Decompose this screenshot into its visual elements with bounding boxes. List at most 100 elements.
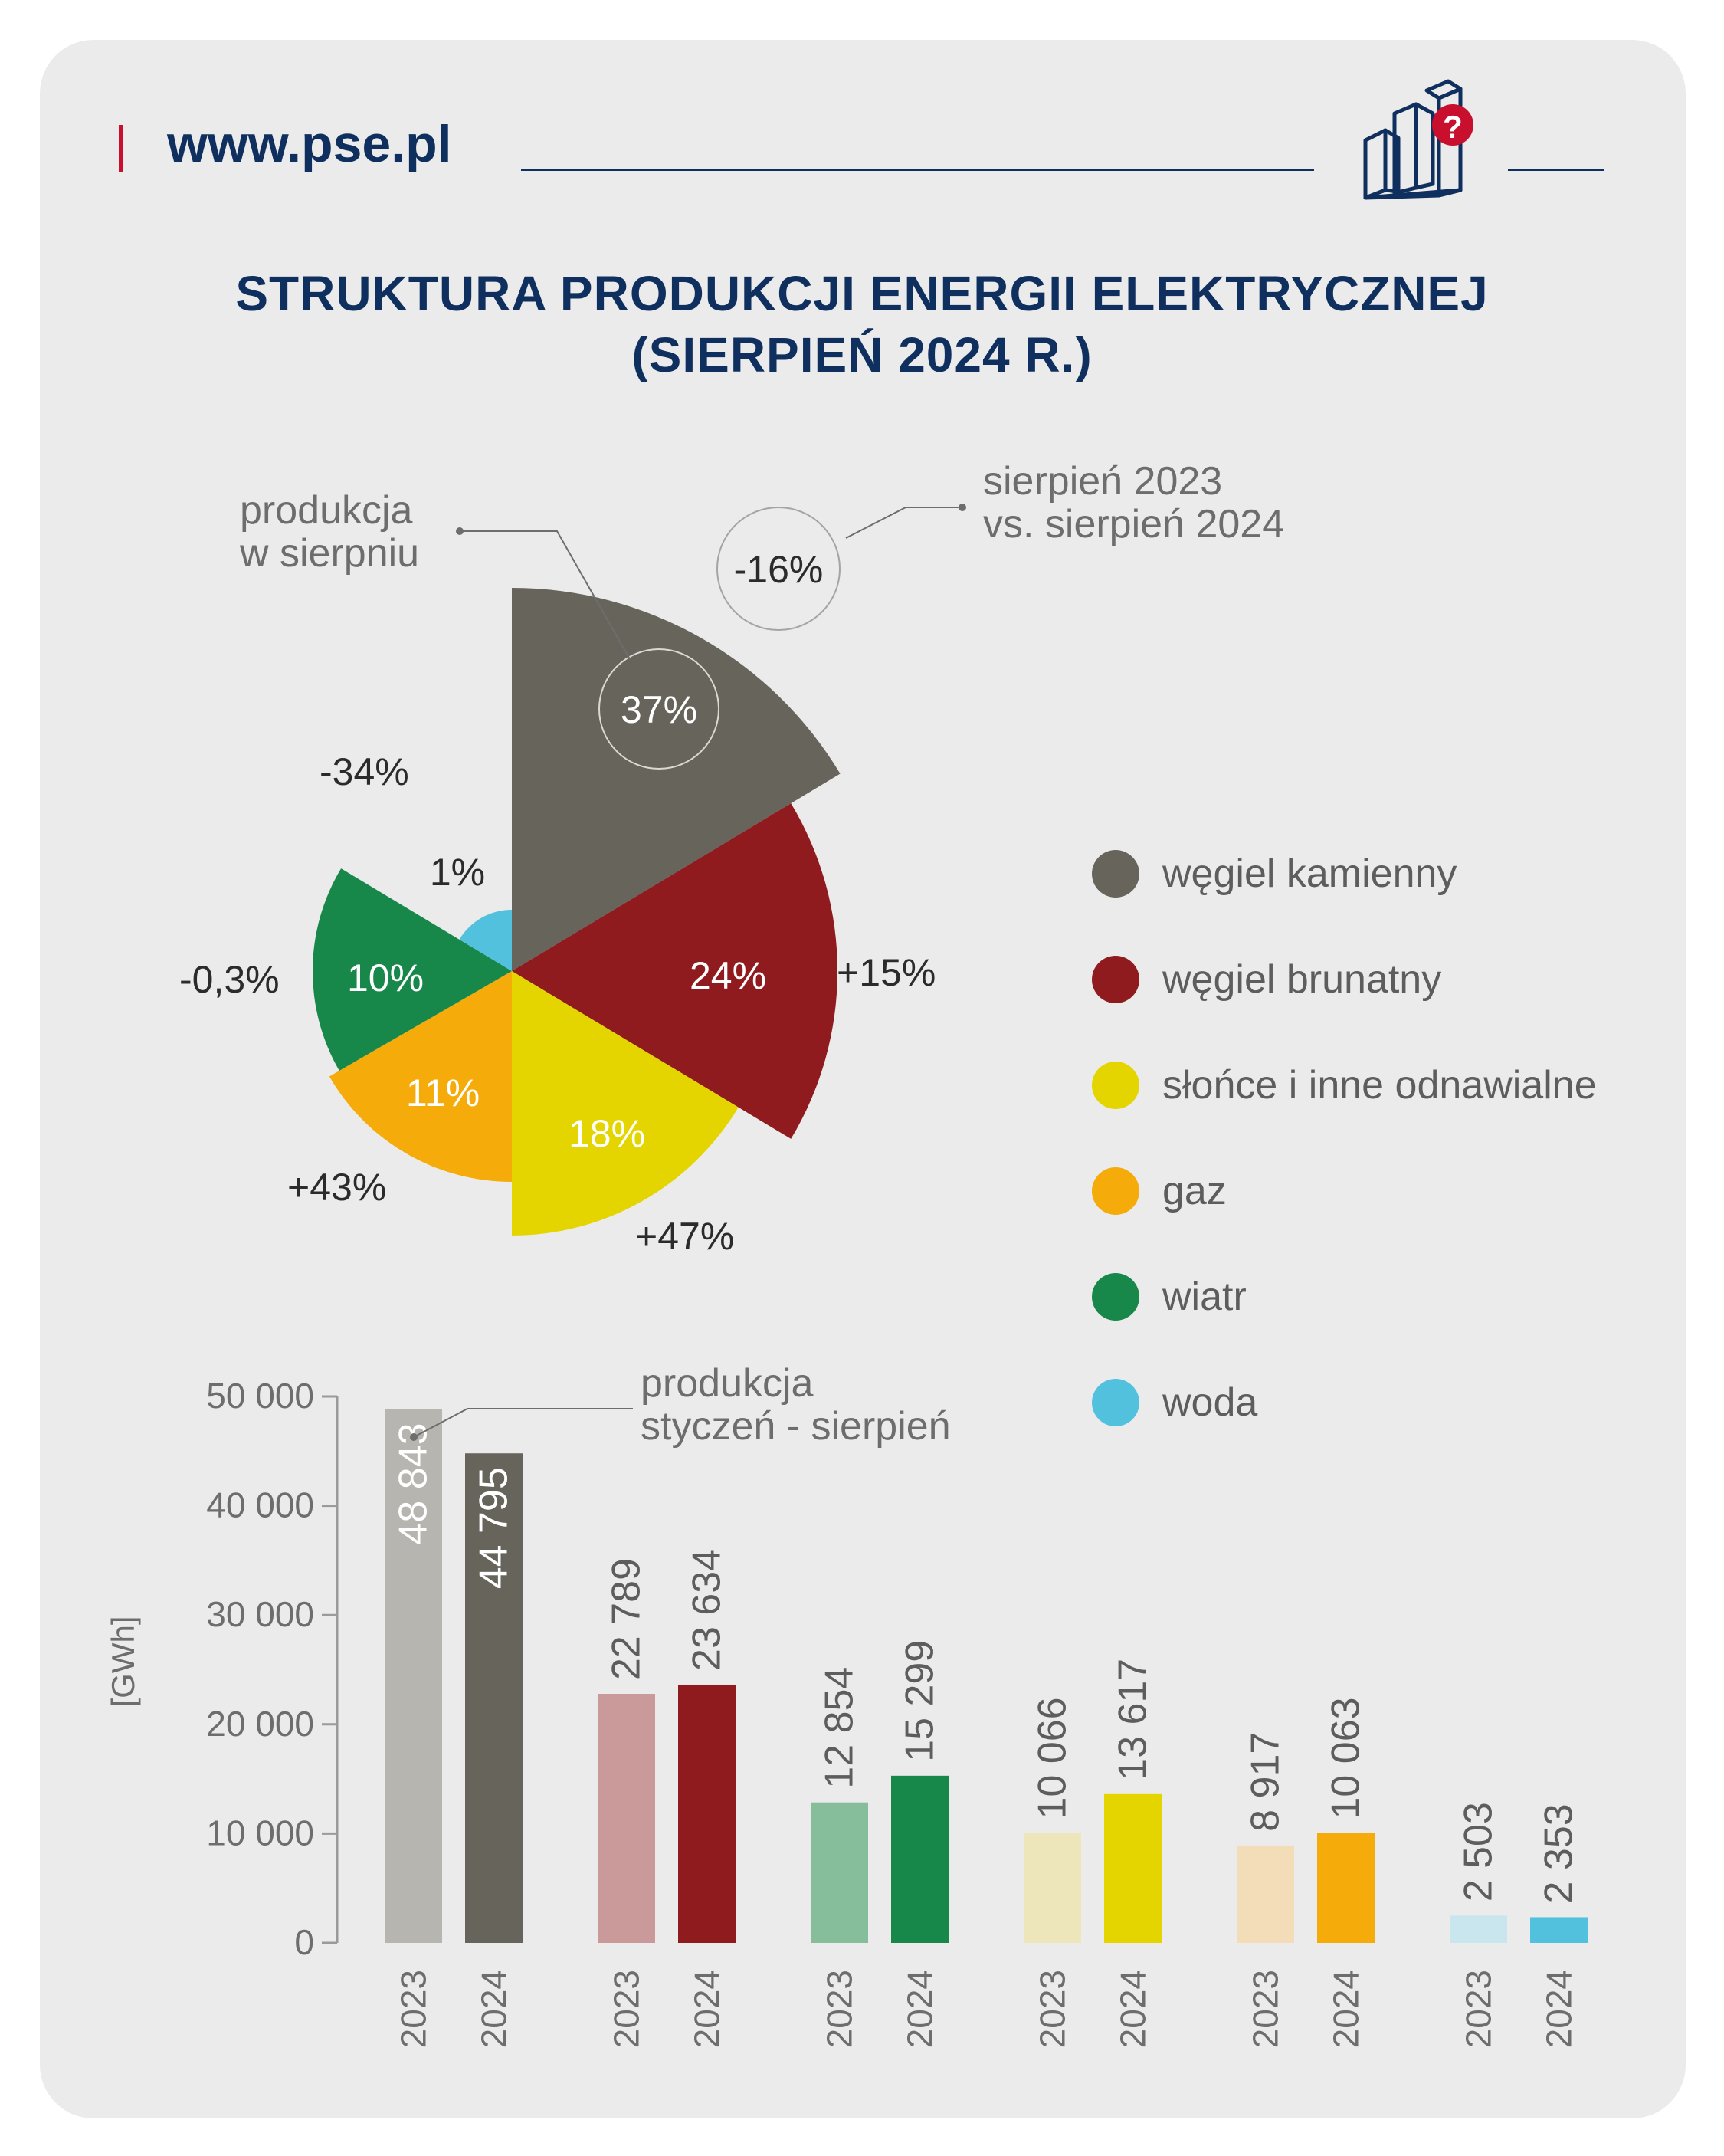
bar <box>465 1453 523 1943</box>
bar-value-label: 48 843 <box>392 1423 436 1544</box>
year-label: 2024 <box>1539 1970 1579 2048</box>
pie-change-label: +47% <box>635 1215 734 1258</box>
comparison-label-line1: sierpień 2023 <box>983 459 1223 504</box>
year-label: 2024 <box>1326 1970 1366 2048</box>
bar <box>678 1684 736 1943</box>
header-rule-left <box>521 169 1314 171</box>
chart-title-line2: (SIERPIEŃ 2024 R.) <box>631 327 1093 382</box>
bar-value-label: 8 917 <box>1244 1732 1288 1832</box>
y-tick-label: 20 000 <box>206 1704 314 1744</box>
legend-item-wiatr: wiatr <box>1092 1270 1247 1324</box>
pie-slice-6 <box>459 910 512 971</box>
legend-label: gaz <box>1162 1169 1227 1213</box>
chart-title-line1: STRUKTURA PRODUKCJI ENERGII ELEKTRYCZNEJ <box>235 266 1489 321</box>
annotation-dot <box>410 1433 418 1441</box>
y-tick-label: 50 000 <box>206 1376 314 1416</box>
legend-label: słońce i inne odnawialne <box>1162 1063 1597 1108</box>
year-label: 2023 <box>607 1970 647 2048</box>
bar-value-label: 23 634 <box>685 1549 729 1671</box>
pie-slice-label: 11% <box>406 1071 480 1114</box>
legend-item-wegiel-brunatny: węgiel brunatny <box>1092 953 1441 1006</box>
bar <box>1024 1833 1081 1943</box>
infographic-card <box>40 40 1686 2118</box>
pie-slice-label: 37% <box>621 688 697 731</box>
bar-value-label: 44 795 <box>472 1467 516 1589</box>
bar-value-label: 10 066 <box>1031 1697 1075 1819</box>
pie-slice-2 <box>512 803 838 1139</box>
pie-slice-label: 1% <box>430 851 485 894</box>
year-label: 2023 <box>394 1970 434 2048</box>
bar-value-label: 13 617 <box>1111 1659 1155 1780</box>
comparison-leader-line <box>845 507 962 539</box>
pie-slice-5 <box>313 868 512 1071</box>
y-tick-label: 10 000 <box>206 1813 314 1852</box>
total-change-value: -16% <box>734 548 824 591</box>
legend-item-gaz: gaz <box>1092 1164 1227 1218</box>
legend-item-wegiel-kamienny: węgiel kamienny <box>1092 847 1457 901</box>
pie-slice-1 <box>512 588 841 971</box>
bar <box>1450 1915 1507 1943</box>
pie-change-label: -34% <box>320 750 409 793</box>
site-url[interactable]: www.pse.pl <box>167 115 452 173</box>
year-label: 2023 <box>820 1970 860 2048</box>
legend-dot <box>1092 850 1139 898</box>
bar-annotation-leader <box>413 1408 633 1438</box>
bar <box>1530 1917 1588 1943</box>
pie-slice-label: 18% <box>569 1112 645 1155</box>
year-label: 2024 <box>687 1970 727 2048</box>
bar <box>1237 1845 1294 1943</box>
bar <box>891 1775 949 1943</box>
bar <box>385 1409 442 1943</box>
bar-value-label: 12 854 <box>818 1667 862 1789</box>
annotation-dot <box>959 504 966 511</box>
pie-change-label: +15% <box>837 951 936 994</box>
bar <box>598 1694 655 1943</box>
legend-dot <box>1092 1062 1139 1109</box>
pie-change-label: -0,3% <box>179 958 280 1001</box>
bar-value-label: 15 299 <box>898 1640 942 1762</box>
year-label: 2024 <box>474 1970 514 2048</box>
bar <box>1317 1833 1375 1943</box>
legend-dot <box>1092 956 1139 1003</box>
year-label: 2023 <box>1459 1970 1499 2048</box>
legend-item-slonce: słońce i inne odnawialne <box>1092 1058 1597 1112</box>
annotation-dot <box>456 527 464 535</box>
year-label: 2024 <box>900 1970 940 2048</box>
legend-label: węgiel brunatny <box>1162 957 1442 1002</box>
highlight-circle <box>598 648 719 770</box>
bar-value-label: 2 503 <box>1457 1802 1501 1902</box>
comparison-label-line2: vs. sierpień 2024 <box>983 502 1285 546</box>
bar-value-label: 10 063 <box>1324 1697 1368 1819</box>
legend-dot <box>1092 1379 1139 1426</box>
bar <box>1104 1793 1162 1943</box>
svg-text:?: ? <box>1443 109 1463 145</box>
bar-value-label: 22 789 <box>605 1558 649 1680</box>
legend-dot <box>1092 1273 1139 1321</box>
y-tick-label: 0 <box>294 1922 314 1962</box>
legend-label: węgiel kamienny <box>1162 852 1457 896</box>
pie-month-label-line2: w sierpniu <box>240 531 420 576</box>
y-tick-label: 30 000 <box>206 1594 314 1634</box>
legend-label: woda <box>1162 1380 1258 1425</box>
header-accent-bar <box>119 125 123 172</box>
y-axis-label: [GWh] <box>105 1616 141 1707</box>
legend-dot <box>1092 1167 1139 1215</box>
bar <box>811 1802 868 1943</box>
year-label: 2024 <box>1113 1970 1153 2048</box>
bar-value-label: 2 353 <box>1537 1803 1581 1903</box>
header-rule-right <box>1508 169 1604 171</box>
annotation-leader-line <box>460 530 631 660</box>
legend-label: wiatr <box>1162 1275 1247 1319</box>
year-label: 2023 <box>1033 1970 1073 2048</box>
total-change-circle <box>716 507 841 631</box>
y-tick-label: 40 000 <box>206 1485 314 1525</box>
pie-month-label-line1: produkcja <box>240 488 413 533</box>
year-label: 2023 <box>1246 1970 1286 2048</box>
legend-item-woda: woda <box>1092 1376 1257 1429</box>
pie-slice-4 <box>329 971 512 1182</box>
bar-annotation-line2: styczeń - sierpień <box>641 1404 951 1449</box>
bar-annotation-line1: produkcja <box>641 1361 814 1406</box>
